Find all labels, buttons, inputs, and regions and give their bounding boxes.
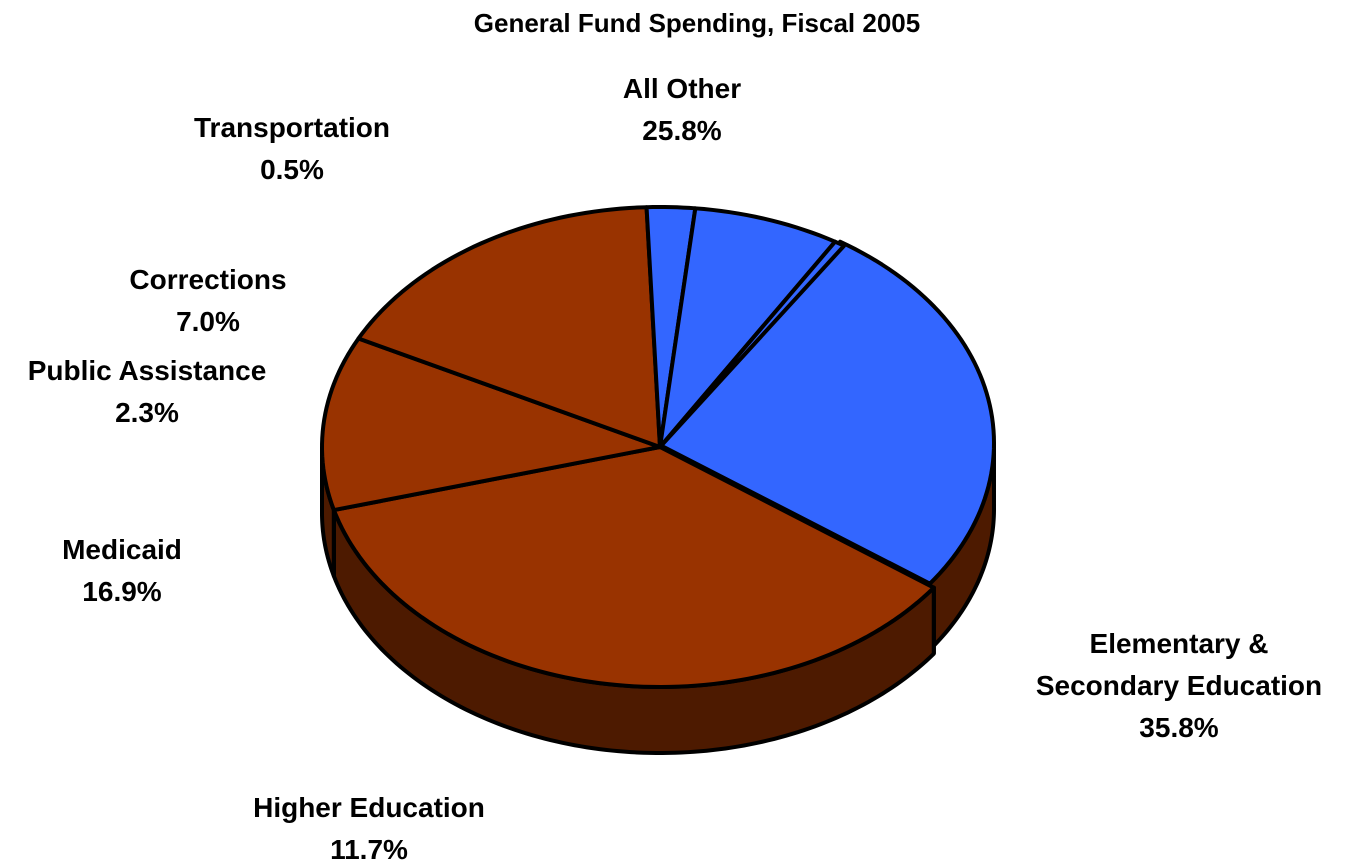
slice-label-medicaid: Medicaid 16.9% xyxy=(62,534,182,607)
slice-label-public-assistance: Public Assistance 2.3% xyxy=(28,355,267,428)
slice-value-text: 11.7% xyxy=(330,834,408,863)
slice-name-text: Corrections xyxy=(129,264,286,295)
slice-name-text: All Other xyxy=(623,73,741,104)
pie-slices xyxy=(320,205,996,689)
slice-elementary-secondary-education xyxy=(331,445,936,689)
slice-higher-education xyxy=(320,336,662,513)
slice-label-corrections: Corrections 7.0% xyxy=(129,264,286,337)
slice-value-text: 25.8% xyxy=(642,115,721,146)
slice-medicaid xyxy=(356,205,662,449)
slice-all-other xyxy=(654,239,996,586)
slice-value-text: 16.9% xyxy=(82,576,161,607)
slice-public-assistance xyxy=(644,205,698,449)
slice-label-elementary-secondary-education: Elementary & Secondary Education 35.8% xyxy=(1036,628,1322,743)
slice-corrections xyxy=(658,206,838,449)
slice-value-text: 0.5% xyxy=(260,154,324,185)
slice-label-transportation: Transportation 0.5% xyxy=(194,112,390,185)
chart-title: General Fund Spending, Fiscal 2005 xyxy=(474,8,920,38)
slice-value-text: 35.8% xyxy=(1139,712,1218,743)
slice-labels: All Other 25.8% Elementary & Secondary Educ… xyxy=(28,73,1322,865)
slice-label-higher-education: Higher Education 11.7% xyxy=(253,792,485,865)
slice-name-text: Transportation xyxy=(194,112,390,143)
slice-name-text: Public Assistance xyxy=(28,355,267,386)
slice-value-text: 7.0% xyxy=(176,306,240,337)
slice-value-text: 2.3% xyxy=(115,397,179,428)
slice-name-text: Higher Education xyxy=(253,792,485,823)
slice-name-text: Medicaid xyxy=(62,534,182,565)
slice-transportation xyxy=(658,239,847,449)
slice-name-text: Secondary Education xyxy=(1036,670,1322,701)
slice-name-text: Elementary & xyxy=(1090,628,1269,659)
slice-label-all-other: All Other 25.8% xyxy=(623,73,741,146)
